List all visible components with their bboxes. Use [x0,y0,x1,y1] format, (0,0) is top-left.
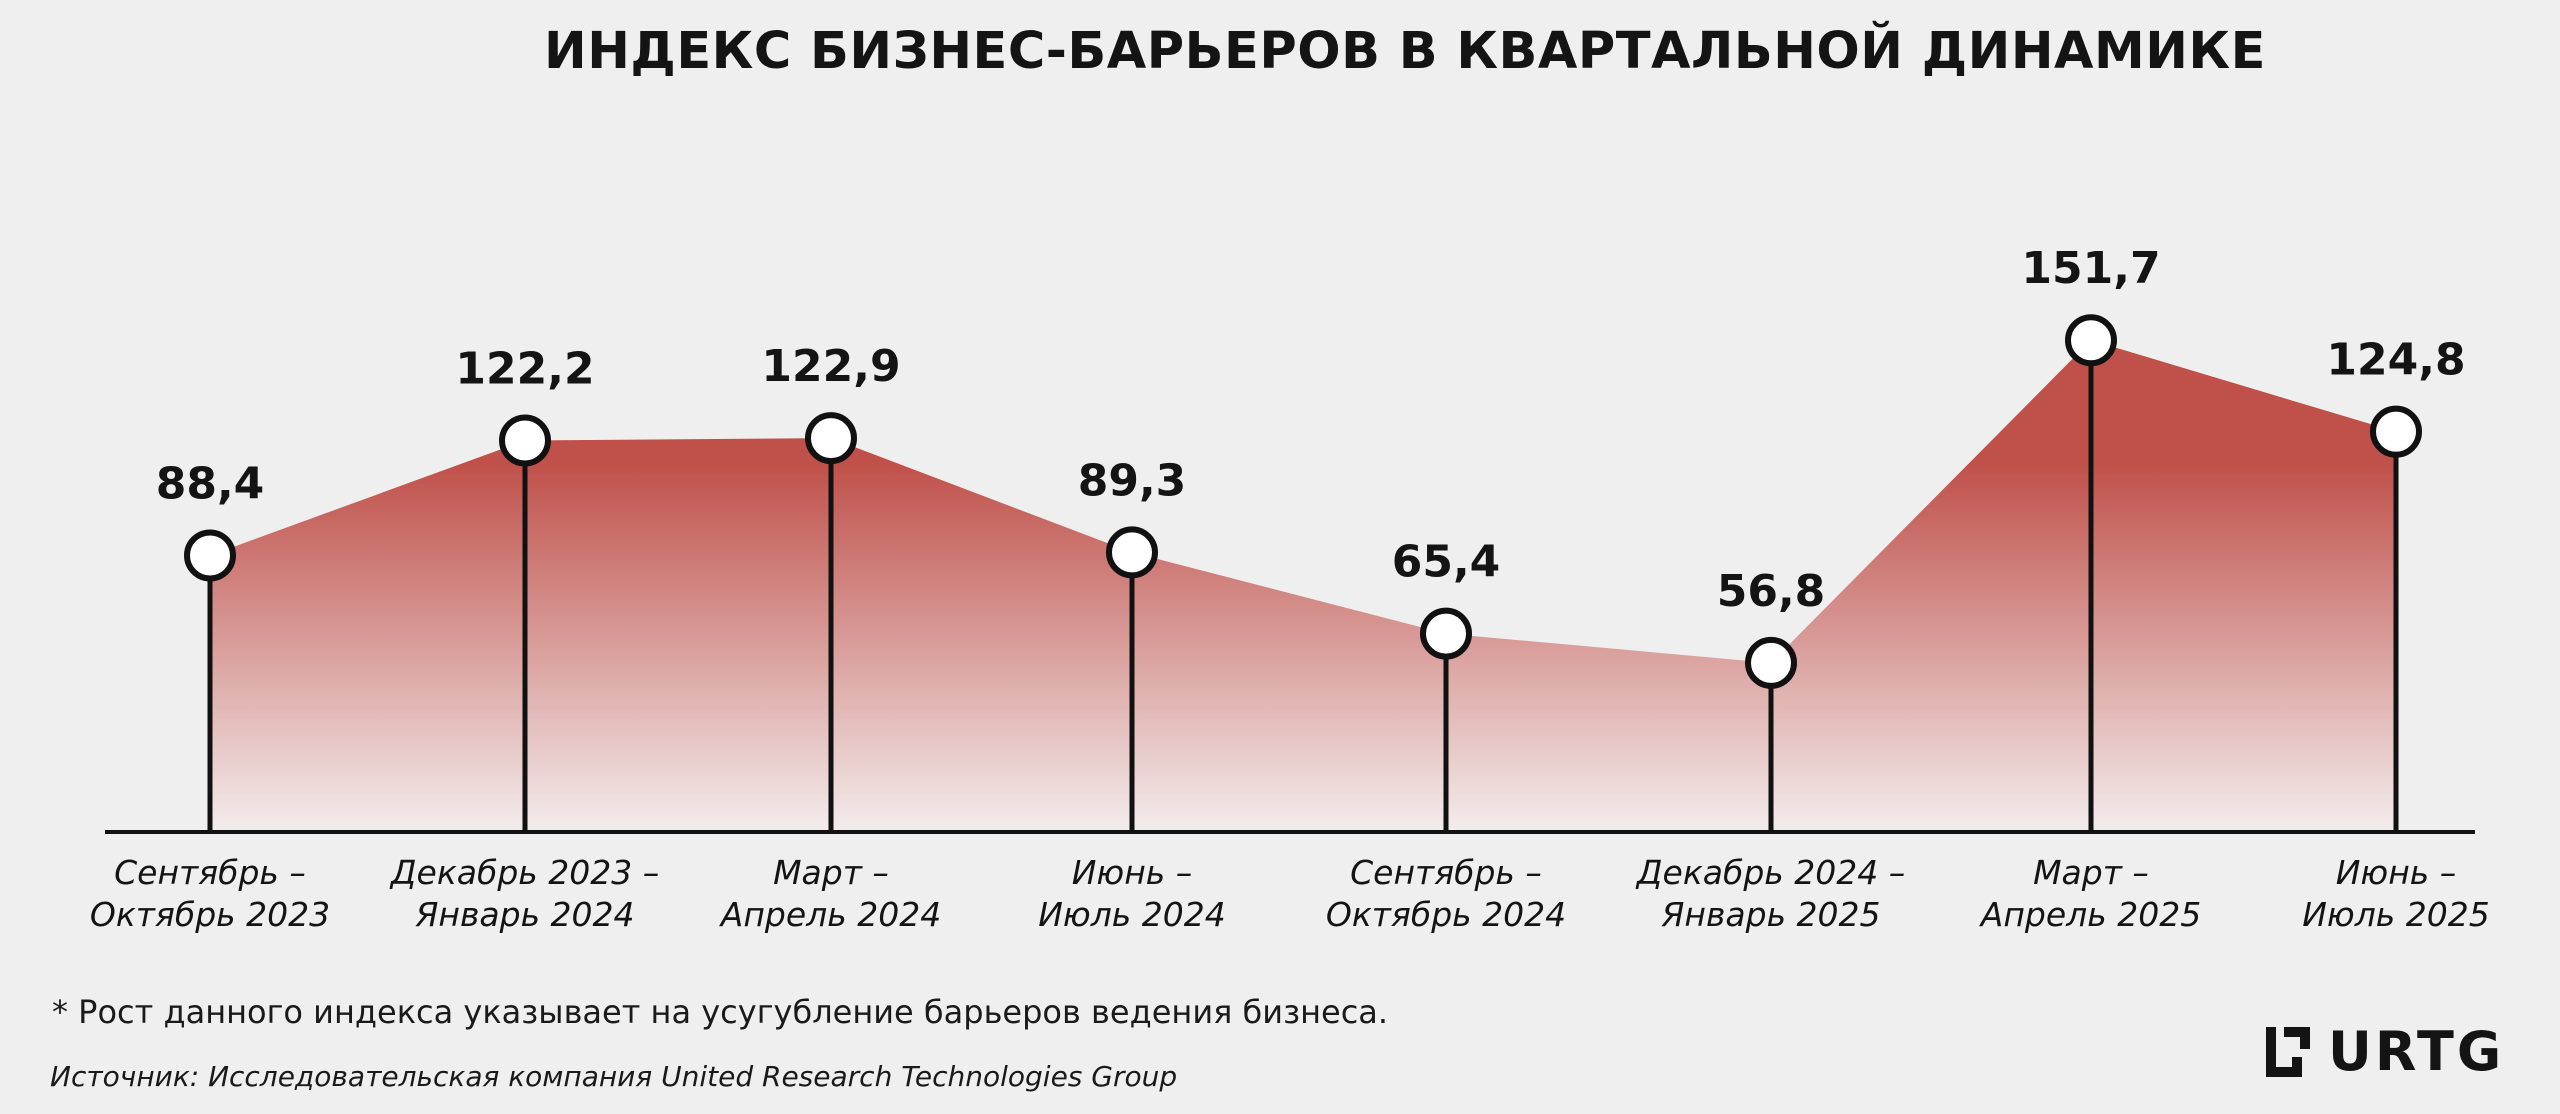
data-point-marker [184,529,236,582]
category-label: Сентябрь – Октябрь 2024 [1326,853,1566,934]
value-label: 65,4 [1392,537,1501,588]
category-label: Март – Апрель 2025 [1979,853,2201,934]
value-label: 122,9 [761,341,900,392]
value-label: 89,3 [1078,455,1187,506]
value-label: 56,8 [1717,566,1826,617]
urtg-logo: URTG [2262,1020,2504,1083]
category-label: Декабрь 2024 – Январь 2025 [1635,853,1905,934]
data-point-marker [1106,526,1158,579]
category-label: Июнь – Июль 2025 [2302,853,2489,934]
category-label: Сентябрь – Октябрь 2023 [90,853,330,934]
source-note: Источник: Исследовательская компания Uni… [50,1060,1178,1093]
data-point-marker [805,412,857,465]
value-label: 151,7 [2021,243,2160,294]
value-label: 124,8 [2326,335,2465,386]
area-series [210,340,2396,832]
category-label: Март – Апрель 2024 [719,853,941,934]
data-point-marker [1420,607,1472,660]
data-point-marker [1745,636,1797,689]
data-point-marker [2370,405,2422,458]
value-label: 88,4 [156,458,265,509]
category-label: Июнь – Июль 2024 [1038,853,1225,934]
value-label: 122,2 [455,344,594,395]
chart-title: ИНДЕКС БИЗНЕС-БАРЬЕРОВ В КВАРТАЛЬНОЙ ДИН… [544,22,2266,81]
data-point-marker [2065,314,2117,367]
logo-text: URTG [2328,1020,2505,1083]
data-point-marker [499,414,551,467]
footnote: * Рост данного индекса указывает на усуг… [52,993,1389,1031]
category-label: Декабрь 2023 – Январь 2024 [389,853,659,934]
urtg-logo-mark-icon [2266,1026,2310,1077]
